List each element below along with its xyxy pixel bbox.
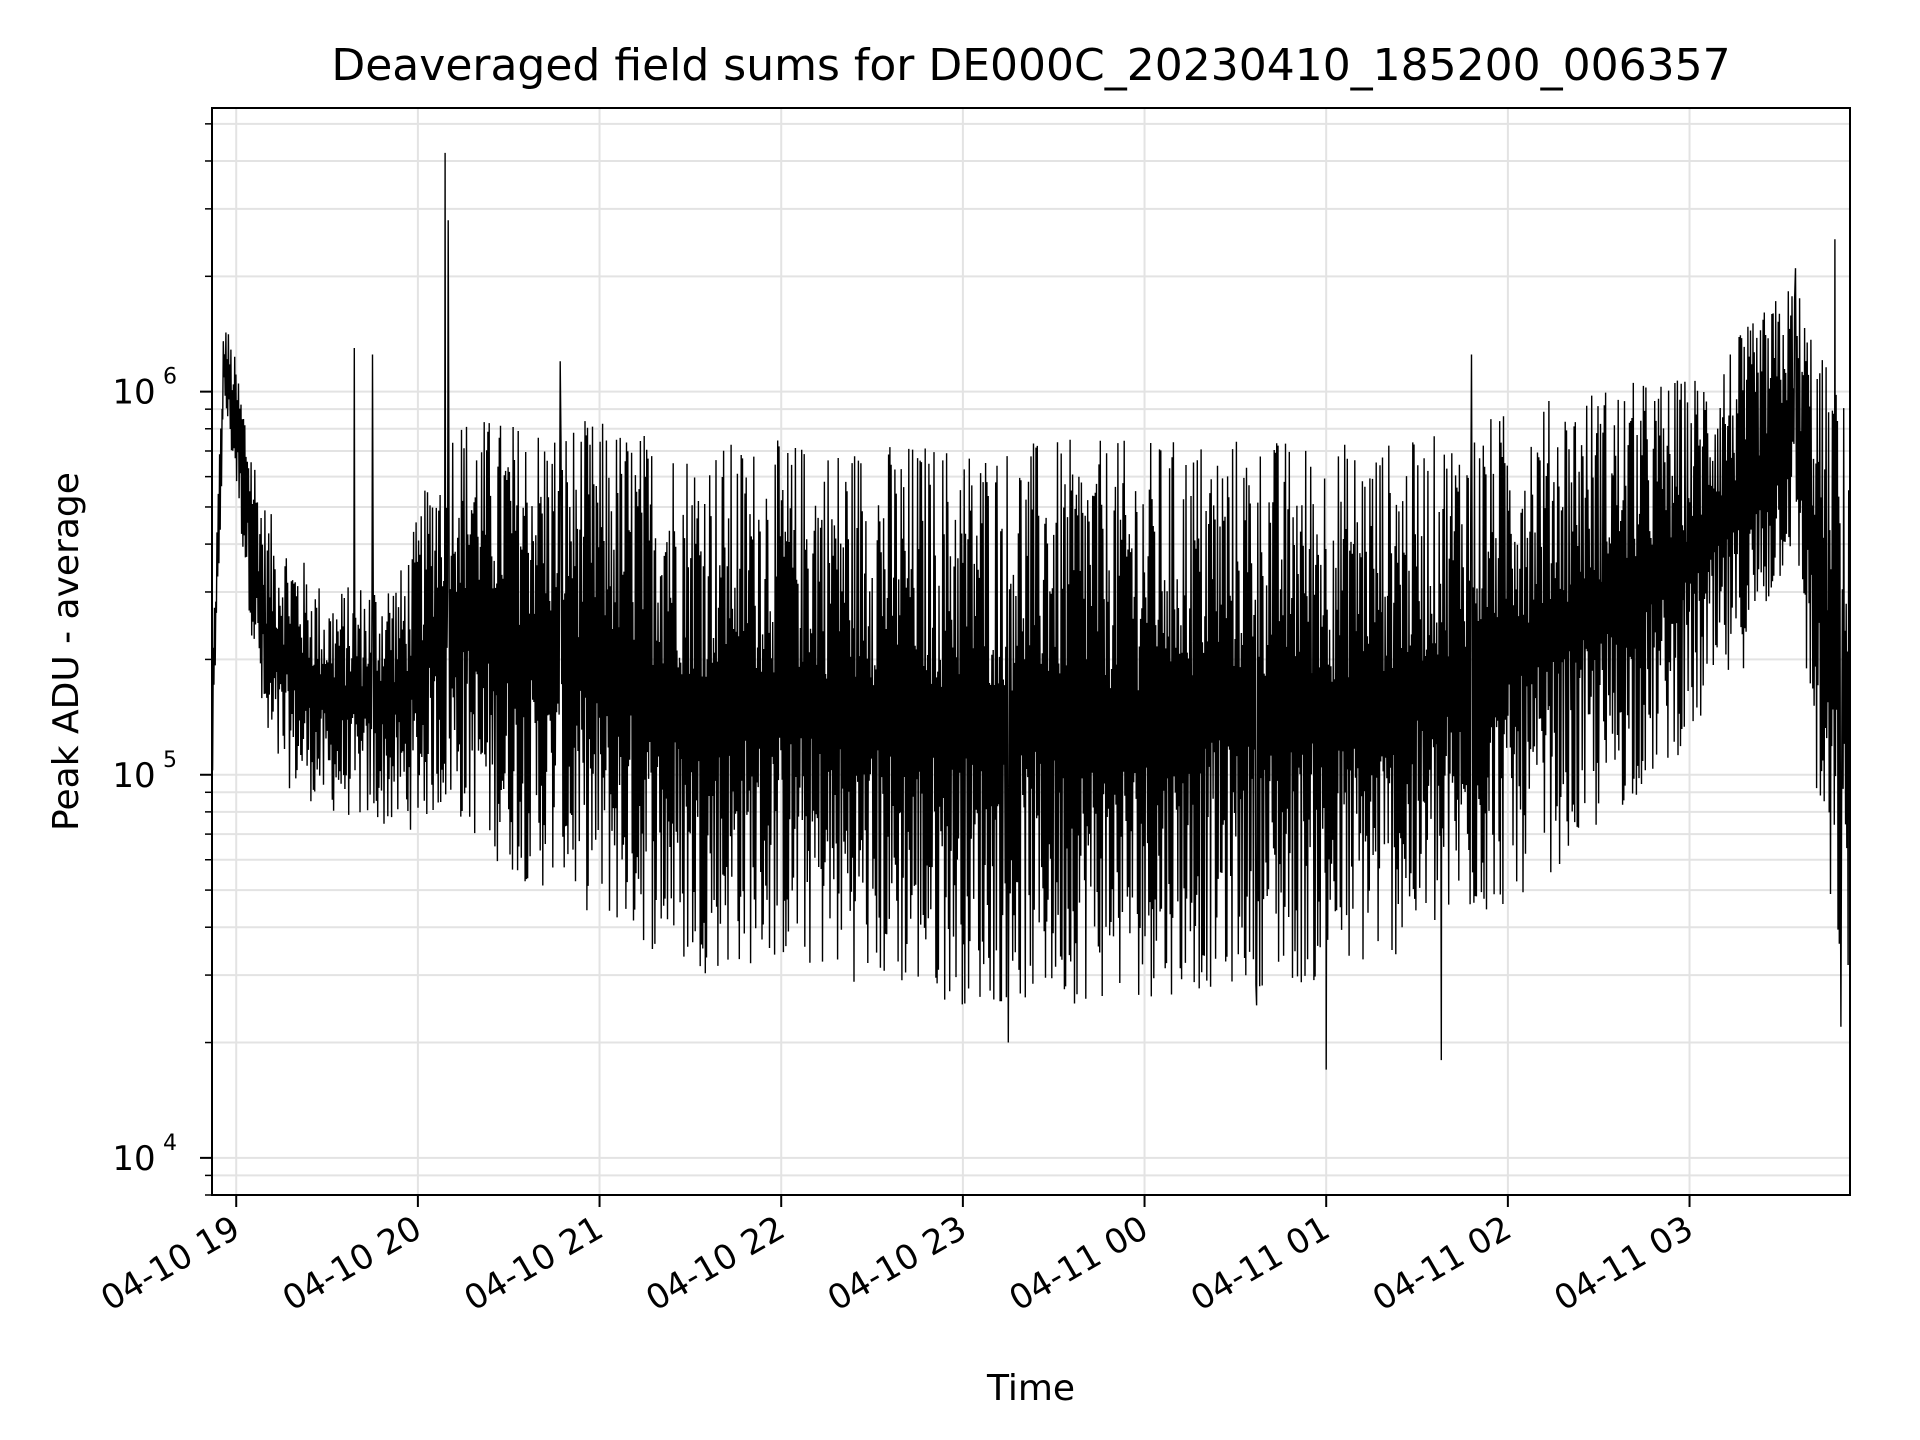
y-tick-base: 10: [112, 1139, 155, 1179]
y-tick-base: 10: [112, 373, 155, 413]
y-tick-label: 10 6: [112, 365, 177, 413]
y-tick-base: 10: [112, 756, 155, 796]
x-axis-label: Time: [986, 1368, 1075, 1409]
y-tick-exponent: 6: [163, 365, 177, 390]
y-tick-exponent: 5: [163, 748, 177, 773]
series-line: [212, 152, 1850, 1070]
chart-title: Deaveraged field sums for DE000C_2023041…: [331, 40, 1730, 91]
series-path: [212, 152, 1850, 1070]
y-tick-label: 10 4: [112, 1131, 177, 1179]
plot-area-frame: [211, 107, 1851, 1196]
y-tick-label: 10 5: [112, 748, 177, 796]
y-axis: 10 4 10 5 10 6: [112, 123, 212, 1196]
y-axis-label: Peak ADU - average: [46, 472, 87, 831]
y-tick-exponent: 4: [163, 1131, 177, 1156]
